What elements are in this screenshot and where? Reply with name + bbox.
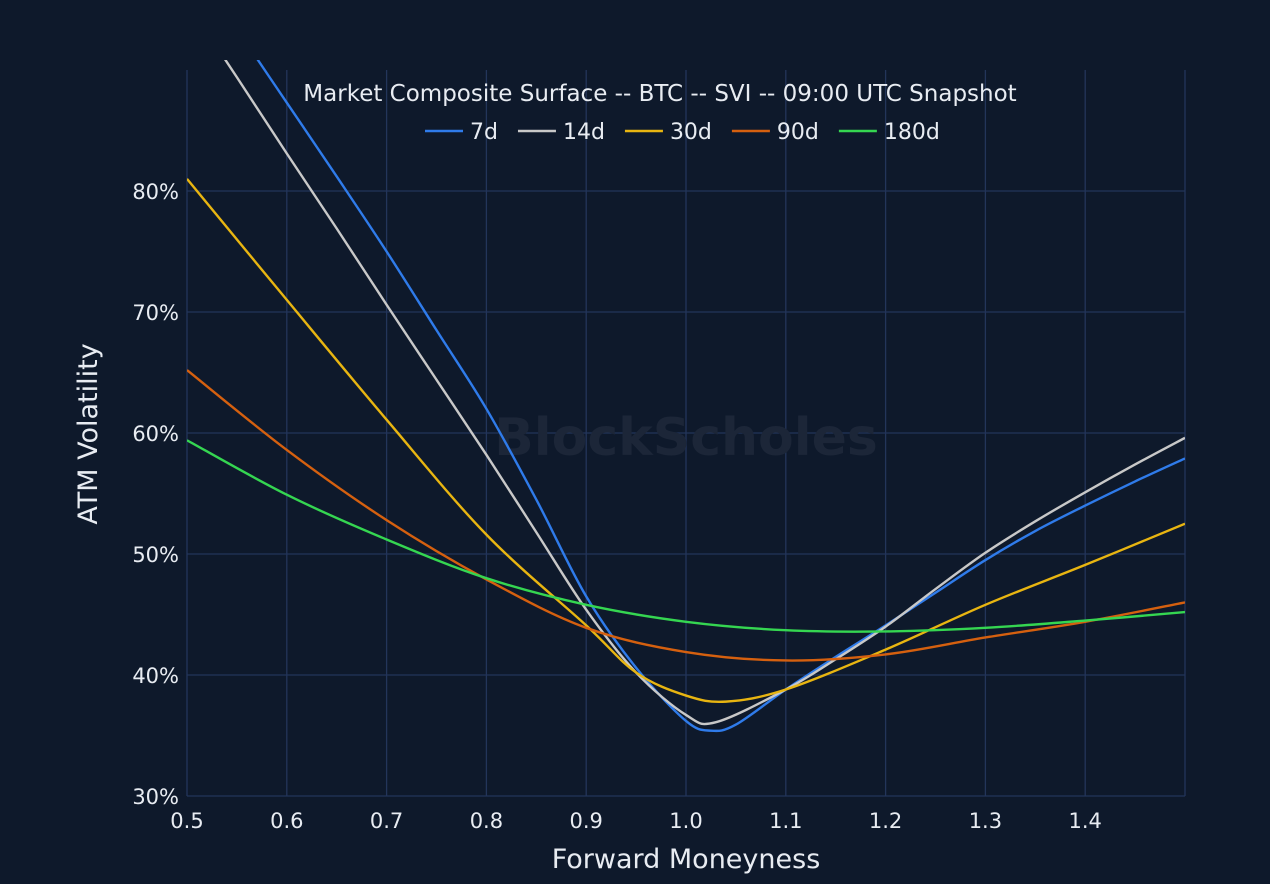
y-tick-label: 70% — [132, 301, 179, 325]
legend-label: 180d — [884, 120, 940, 145]
legend-item-7d[interactable]: 7d — [425, 120, 498, 145]
x-tick-label: 1.3 — [969, 809, 1002, 833]
y-tick-label: 80% — [132, 180, 179, 204]
series-line-90d — [187, 369, 1185, 662]
legend-item-90d[interactable]: 90d — [731, 120, 819, 145]
legend-item-180d[interactable]: 180d — [838, 120, 940, 145]
y-tick-label: 40% — [132, 664, 179, 688]
gridlines — [186, 70, 1186, 797]
x-tick-label: 1.1 — [769, 809, 802, 833]
y-tick-label: 50% — [132, 543, 179, 567]
legend-label: 30d — [670, 120, 712, 145]
series-line-180d — [187, 439, 1185, 633]
series-line-30d — [187, 178, 1185, 704]
series-line-14d — [224, 60, 1185, 726]
y-axis-title: ATM Volatility — [73, 343, 104, 524]
x-axis-ticks: 0.5 0.6 0.7 0.8 0.9 1.0 1.1 1.2 1.3 1.4 — [170, 809, 1102, 833]
x-tick-label: 1.0 — [669, 809, 702, 833]
y-axis-ticks: 30% 40% 50% 60% 70% 80% — [132, 180, 179, 809]
y-tick-label: 30% — [132, 785, 179, 809]
x-tick-label: 1.4 — [1068, 809, 1101, 833]
x-tick-label: 0.9 — [569, 809, 602, 833]
watermark: BlockScholes — [494, 408, 878, 468]
chart-title: Market Composite Surface -- BTC -- SVI -… — [303, 81, 1016, 107]
legend-label: 7d — [470, 120, 498, 145]
x-tick-label: 0.6 — [270, 809, 303, 833]
legend-item-14d[interactable]: 14d — [517, 120, 605, 145]
x-axis-title: Forward Moneyness — [552, 844, 821, 875]
x-tick-label: 1.2 — [869, 809, 902, 833]
legend-label: 14d — [563, 120, 605, 145]
legend-label: 90d — [777, 120, 819, 145]
series-lines — [187, 60, 1185, 733]
x-tick-label: 0.8 — [470, 809, 503, 833]
legend: 7d 14d 30d 90d 180d — [425, 120, 940, 145]
legend-item-30d[interactable]: 30d — [624, 120, 712, 145]
x-tick-label: 0.7 — [370, 809, 403, 833]
x-tick-label: 0.5 — [170, 809, 203, 833]
y-tick-label: 60% — [132, 422, 179, 446]
